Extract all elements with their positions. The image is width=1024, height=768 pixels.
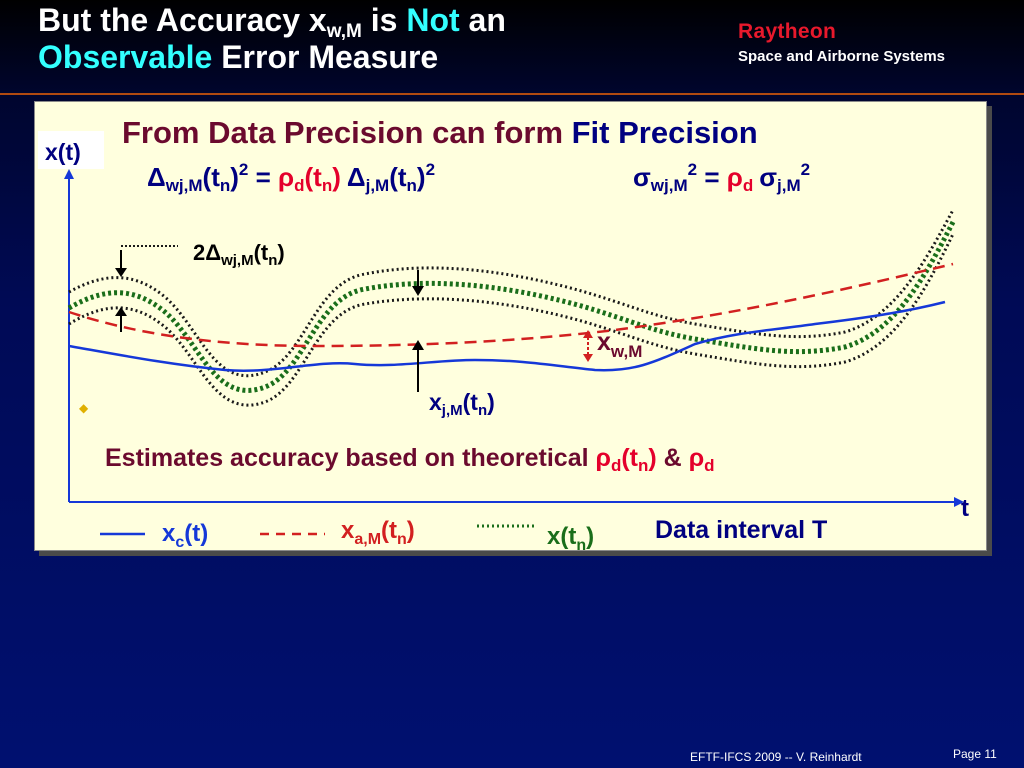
band-arrow-bottom-head bbox=[115, 307, 127, 316]
band-width-label: 2Δwj,M(tn) bbox=[193, 240, 285, 269]
jm-arrow-head bbox=[412, 340, 424, 350]
panel-heading: From Data Precision can form Fit Precisi… bbox=[122, 115, 758, 150]
true-curve bbox=[68, 300, 946, 372]
legend-data-label: x(tn) bbox=[547, 523, 594, 551]
band-arrow-top-head bbox=[115, 268, 127, 277]
fit-precision-highlight: Fit Precision bbox=[572, 115, 758, 150]
y-axis-label-box bbox=[38, 131, 104, 169]
y-axis-label: x(t) bbox=[45, 139, 81, 165]
diagram-panel: From Data Precision can form Fit Precisi… bbox=[34, 101, 987, 551]
legend-fit-label: xa,M(tn) bbox=[341, 517, 415, 548]
accuracy-label: xw,M bbox=[597, 328, 642, 361]
accuracy-marker-top bbox=[583, 330, 593, 338]
accuracy-marker-bottom bbox=[583, 354, 593, 362]
delta-formula: Δwj,M(tn)2 = ρd(tn) Δj,M(tn)2 bbox=[147, 160, 435, 195]
sigma-formula: σwj,M2 = ρd σj,M2 bbox=[633, 160, 810, 195]
measured-data-curve bbox=[67, 220, 956, 393]
jm-label: xj,M(tn) bbox=[429, 389, 495, 419]
stray-marker: ◆ bbox=[79, 401, 89, 415]
title-divider bbox=[0, 93, 1024, 95]
upper-point-arrow-head bbox=[412, 286, 424, 296]
logo-name: Raytheon bbox=[738, 20, 837, 43]
raytheon-logo: Raytheon Space and Airborne Systems bbox=[738, 20, 945, 65]
footer-credit: EFTF-IFCS 2009 -- V. Reinhardt bbox=[690, 750, 862, 764]
title-observable-highlight: Observable bbox=[38, 39, 213, 75]
logo-subtitle: Space and Airborne Systems bbox=[738, 48, 946, 65]
title-not-highlight: Not bbox=[406, 2, 460, 38]
slide-title: But the Accuracy xw,M is Not an Observab… bbox=[38, 2, 506, 76]
accuracy-diagram: From Data Precision can form Fit Precisi… bbox=[38, 115, 969, 551]
title-line-2: Observable Error Measure bbox=[38, 39, 439, 75]
legend-true-label: xc(t) bbox=[162, 520, 208, 551]
lower-bound-curve bbox=[68, 233, 955, 407]
title-line-1: But the Accuracy xw,M is Not an bbox=[38, 2, 506, 42]
estimate-text: Estimates accuracy based on theoretical … bbox=[105, 444, 715, 475]
x-axis-label: t bbox=[961, 495, 969, 522]
data-interval-label: Data interval T bbox=[655, 516, 827, 544]
page-number: Page 11 bbox=[953, 747, 997, 761]
fit-curve bbox=[68, 262, 954, 348]
